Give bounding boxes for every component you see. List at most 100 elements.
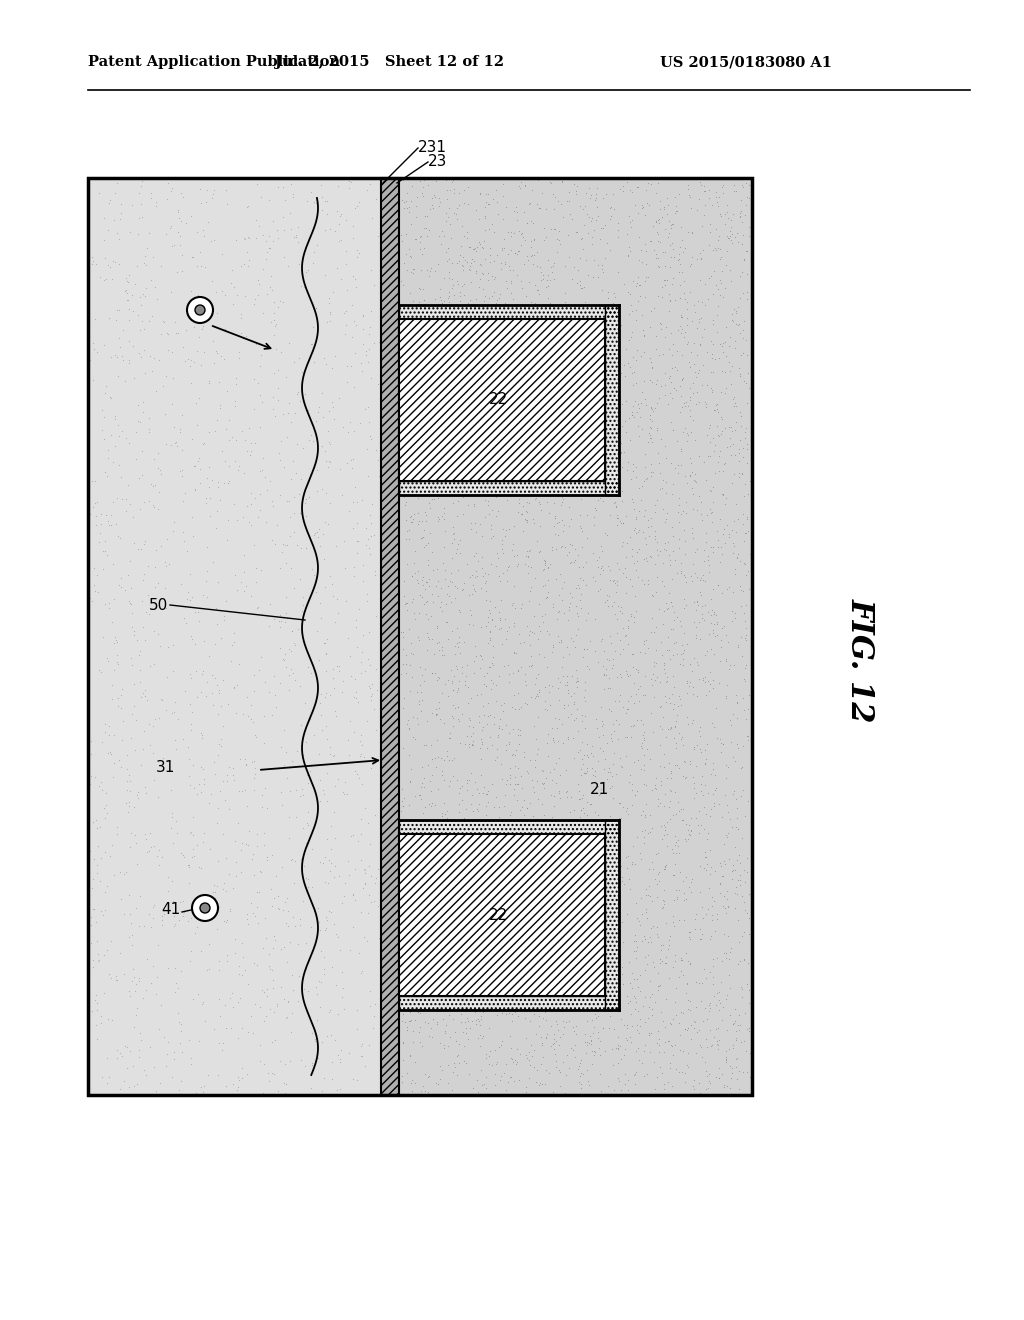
Point: [408, 323, 424, 345]
Point: [569, 742, 586, 763]
Point: [687, 624, 703, 645]
Point: [126, 367, 142, 388]
Point: [213, 628, 229, 649]
Point: [252, 461, 268, 482]
Point: [606, 462, 623, 483]
Point: [358, 341, 375, 362]
Point: [346, 890, 362, 911]
Point: [563, 685, 580, 706]
Point: [90, 582, 106, 603]
Point: [511, 733, 527, 754]
Point: [710, 574, 726, 595]
Point: [574, 570, 591, 591]
Point: [591, 726, 607, 747]
Point: [520, 810, 537, 832]
Point: [655, 814, 672, 836]
Point: [438, 611, 455, 632]
Point: [695, 354, 712, 375]
Point: [196, 1076, 212, 1097]
Point: [696, 998, 713, 1019]
Point: [544, 717, 560, 738]
Point: [593, 894, 609, 915]
Point: [218, 590, 234, 611]
Point: [473, 302, 489, 323]
Point: [520, 850, 537, 871]
Point: [310, 401, 327, 422]
Point: [311, 919, 328, 940]
Point: [532, 363, 549, 384]
Point: [217, 789, 233, 810]
Point: [715, 333, 731, 354]
Point: [587, 450, 603, 471]
Point: [715, 483, 731, 504]
Point: [588, 499, 604, 520]
Point: [163, 215, 179, 236]
Point: [130, 915, 146, 936]
Point: [499, 197, 515, 218]
Point: [515, 978, 531, 999]
Point: [636, 573, 652, 594]
Point: [654, 570, 671, 591]
Point: [694, 896, 711, 917]
Point: [629, 780, 645, 801]
Point: [461, 257, 477, 279]
Point: [613, 393, 630, 414]
Point: [467, 566, 483, 587]
Point: [676, 750, 692, 771]
Point: [457, 824, 473, 845]
Point: [620, 727, 636, 748]
Point: [696, 752, 713, 774]
Point: [618, 1015, 635, 1036]
Point: [678, 595, 694, 616]
Point: [570, 671, 587, 692]
Point: [506, 322, 522, 343]
Point: [660, 210, 677, 231]
Point: [626, 607, 642, 628]
Point: [693, 308, 710, 329]
Point: [717, 898, 733, 919]
Point: [367, 891, 383, 912]
Point: [451, 1044, 467, 1065]
Point: [367, 698, 383, 719]
Point: [487, 352, 504, 374]
Point: [433, 375, 450, 396]
Point: [410, 339, 426, 360]
Point: [507, 327, 523, 348]
Point: [624, 779, 640, 800]
Point: [345, 449, 361, 470]
Point: [453, 426, 469, 447]
Point: [542, 172, 558, 193]
Point: [214, 243, 230, 264]
Point: [121, 331, 137, 352]
Point: [154, 915, 170, 936]
Point: [86, 574, 102, 595]
Point: [722, 1005, 738, 1026]
Point: [399, 521, 416, 543]
Point: [536, 892, 552, 913]
Point: [303, 1055, 319, 1076]
Point: [618, 985, 635, 1006]
Point: [119, 289, 135, 310]
Point: [445, 284, 462, 305]
Point: [662, 752, 678, 774]
Point: [711, 982, 727, 1003]
Point: [727, 330, 743, 351]
Point: [190, 774, 207, 795]
Point: [539, 656, 555, 677]
Point: [432, 477, 449, 498]
Point: [144, 475, 161, 496]
Point: [153, 536, 169, 557]
Point: [523, 343, 540, 364]
Point: [624, 401, 640, 422]
Point: [483, 609, 500, 630]
Point: [230, 1069, 247, 1090]
Point: [511, 176, 527, 197]
Point: [240, 973, 256, 994]
Point: [100, 447, 117, 469]
Point: [573, 965, 590, 986]
Point: [571, 970, 588, 991]
Point: [420, 970, 436, 991]
Point: [201, 792, 217, 813]
Point: [360, 351, 377, 372]
Point: [445, 1052, 462, 1073]
